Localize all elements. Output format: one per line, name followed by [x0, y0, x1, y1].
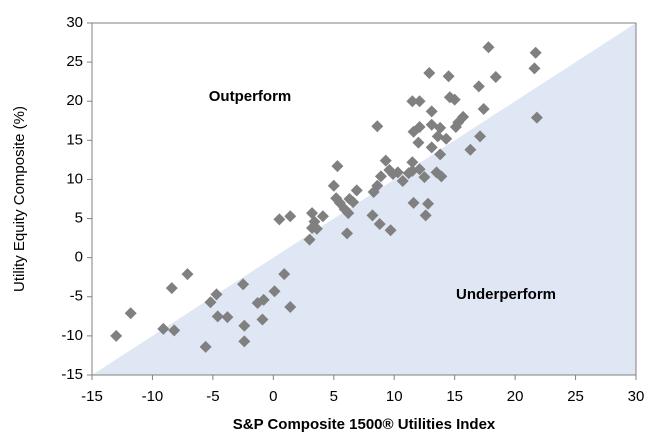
point: [306, 207, 319, 220]
point: [221, 311, 234, 324]
point: [434, 148, 447, 161]
point: [284, 300, 297, 313]
point: [124, 307, 137, 320]
point: [238, 335, 251, 348]
x-tick-label: 10: [386, 388, 403, 405]
point: [442, 70, 455, 83]
y-tick-label: 0: [75, 249, 83, 266]
point: [331, 160, 344, 173]
point: [110, 329, 123, 342]
point: [477, 103, 490, 116]
point: [413, 95, 426, 108]
y-axis-title: Utility Equity Composite (%): [11, 106, 28, 292]
point: [366, 209, 379, 222]
point: [303, 233, 316, 246]
point: [273, 213, 286, 226]
point: [425, 141, 438, 154]
point: [327, 179, 340, 192]
point: [435, 170, 448, 183]
point: [371, 120, 384, 133]
x-tick-label: 20: [507, 388, 524, 405]
point: [350, 184, 363, 197]
point: [316, 210, 329, 223]
point: [434, 121, 447, 134]
point: [278, 268, 291, 281]
point: [181, 268, 194, 281]
point: [418, 171, 431, 184]
point: [482, 41, 495, 54]
point: [210, 288, 223, 301]
point: [464, 143, 477, 156]
point: [529, 46, 542, 59]
point: [423, 67, 436, 80]
x-tick-label: 25: [567, 388, 584, 405]
point: [341, 227, 354, 240]
point: [396, 175, 409, 188]
annotation: Underperform: [456, 286, 556, 303]
y-tick-label: 5: [75, 210, 83, 227]
x-tick-label: 30: [628, 388, 645, 405]
point: [373, 218, 386, 231]
point: [457, 110, 470, 123]
point: [268, 285, 281, 298]
point: [419, 209, 432, 222]
x-tick-label: -5: [206, 388, 219, 405]
point: [407, 196, 420, 209]
point: [384, 224, 397, 237]
y-tick-label: 25: [66, 53, 83, 70]
point: [371, 179, 384, 192]
point: [489, 70, 502, 83]
point: [379, 154, 392, 167]
point: [257, 293, 270, 306]
point: [237, 278, 250, 291]
point: [413, 163, 426, 176]
x-tick-label: 0: [269, 388, 277, 405]
point: [425, 105, 438, 118]
y-tick-label: 10: [66, 170, 83, 187]
y-tick-label: -15: [61, 366, 83, 383]
point: [310, 222, 323, 235]
plot-frame: [91, 22, 637, 376]
x-tick-label: 5: [330, 388, 338, 405]
point: [422, 197, 435, 210]
point: [406, 156, 419, 169]
point: [412, 136, 425, 149]
point: [374, 170, 387, 183]
x-tick-label: 15: [446, 388, 463, 405]
point: [199, 340, 212, 353]
point: [165, 282, 178, 295]
point: [431, 130, 444, 143]
y-tick-label: 30: [66, 14, 83, 31]
point: [342, 207, 355, 220]
y-tick-label: 15: [66, 131, 83, 148]
point: [238, 319, 251, 332]
point: [391, 166, 404, 179]
point: [407, 125, 420, 138]
y-tick-label: 20: [66, 92, 83, 109]
point: [256, 313, 269, 326]
point: [157, 322, 170, 335]
y-tick-label: -10: [61, 327, 83, 344]
point: [528, 62, 541, 75]
point: [530, 111, 543, 124]
point: [347, 196, 360, 209]
point: [413, 121, 426, 134]
point: [406, 95, 419, 108]
point: [168, 324, 181, 337]
point: [211, 310, 224, 323]
point: [472, 80, 485, 93]
point: [204, 296, 217, 309]
x-axis-title: S&P Composite 1500® Utilities Index: [233, 416, 496, 433]
point: [474, 130, 487, 143]
point: [440, 132, 453, 145]
point: [448, 93, 461, 106]
annotation: Outperform: [209, 88, 292, 105]
underperform-region: [92, 23, 636, 375]
x-tick-label: -15: [81, 388, 103, 405]
x-tick-label: -10: [142, 388, 164, 405]
y-tick-label: -5: [70, 288, 83, 305]
point: [284, 210, 297, 223]
